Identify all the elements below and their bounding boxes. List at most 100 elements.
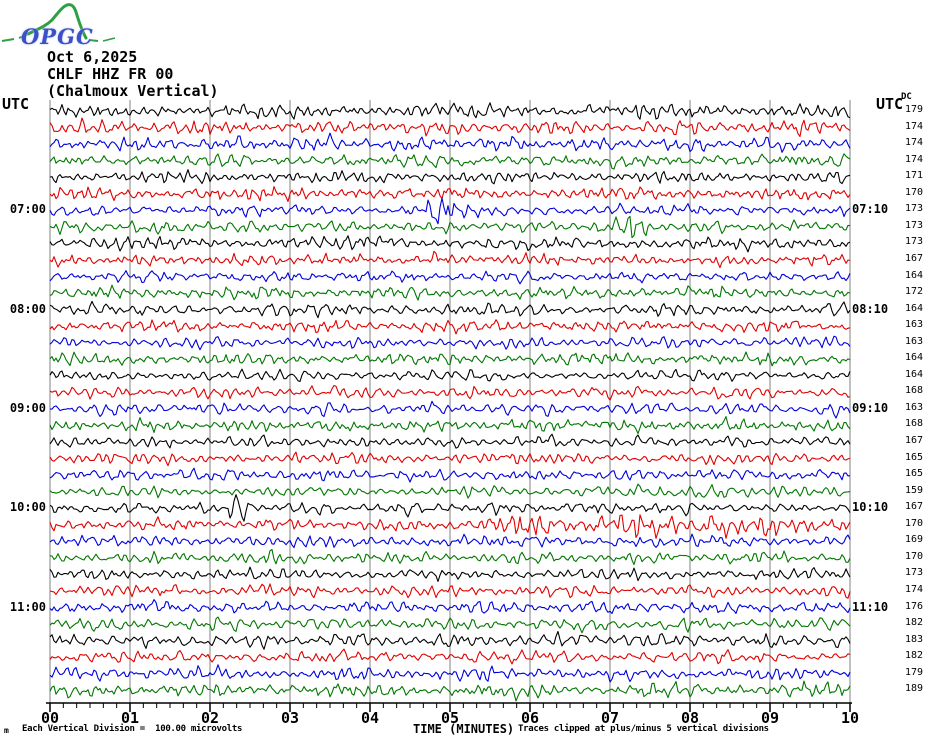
logo-curve-icon [1, 3, 116, 42]
dc-value: 163 [905, 335, 924, 347]
seismic-trace-07:30 [49, 250, 851, 269]
dc-value: 182 [905, 617, 924, 629]
dc-value: 173 [905, 236, 924, 248]
corner-glyph: m [4, 726, 9, 735]
dc-value: 167 [905, 252, 924, 264]
dc-value: 169 [905, 534, 924, 546]
x-tick-label: 07 [600, 709, 620, 727]
seismic-trace-07:00 [49, 197, 851, 225]
hour-label-left: 11:00 [9, 599, 46, 614]
dc-value: 189 [905, 683, 924, 695]
hour-label-right: 11:10 [852, 599, 889, 614]
seismic-trace-09:00 [50, 400, 851, 419]
clip-note: Traces clipped at plus/minus 5 vertical … [518, 724, 769, 734]
dc-value: 173 [905, 567, 924, 579]
dc-value: 174 [905, 583, 924, 595]
hour-label-right: 07:10 [852, 202, 889, 217]
header-station: CHLF HHZ FR 00 [47, 65, 174, 83]
dc-value: 182 [905, 650, 924, 662]
dc-value: 159 [905, 484, 924, 496]
dc-value: 179 [905, 666, 924, 678]
seismic-trace-11:30 [49, 648, 851, 665]
seismic-trace-08:30 [49, 351, 851, 367]
hour-label-right: 09:10 [852, 400, 889, 415]
hour-label-left: 07:00 [9, 202, 46, 217]
dc-value: 170 [905, 517, 924, 529]
x-tick-label: 10 [840, 709, 860, 727]
dc-value: 183 [905, 633, 924, 645]
header-date: Oct 6,2025 [47, 48, 138, 66]
x-tick-label: 03 [280, 709, 300, 727]
seismic-trace-08:20 [49, 335, 851, 351]
utc-label-left: UTC [2, 95, 30, 113]
dc-value: 172 [905, 286, 924, 298]
dc-value: 163 [905, 401, 924, 413]
x-axis-title: TIME (MINUTES) [413, 722, 515, 736]
seismic-trace-10:10 [49, 514, 851, 539]
dc-value: 163 [905, 319, 924, 331]
x-tick-label: 06 [520, 709, 540, 727]
hour-label-left: 10:00 [9, 500, 46, 515]
hour-label-right: 08:10 [852, 301, 889, 316]
seismic-trace-11:00 [49, 599, 851, 615]
dc-value: 164 [905, 352, 924, 364]
dc-header: DC [901, 92, 912, 102]
seismic-trace-08:00 [49, 300, 851, 319]
hour-label-left: 08:00 [9, 301, 46, 316]
dc-value: 179 [905, 104, 924, 115]
seismic-trace-07:20 [49, 235, 851, 253]
seismic-trace-10:50 [49, 583, 851, 599]
hour-label-right: 10:10 [852, 500, 889, 515]
seismic-trace-11:10 [49, 616, 851, 634]
x-tick-label: 04 [360, 709, 380, 727]
seismic-trace-07:10 [49, 215, 851, 239]
seismic-trace-08:40 [49, 368, 851, 383]
seismic-trace-06:10 [49, 117, 851, 138]
x-tick-label: 01 [120, 709, 140, 727]
x-tick-label: 00 [40, 709, 60, 727]
dc-value: 174 [905, 120, 924, 132]
seismic-trace-07:50 [49, 284, 851, 301]
dc-value: 165 [905, 468, 924, 480]
dc-value: 176 [905, 600, 924, 612]
seismic-trace-07:40 [49, 270, 851, 285]
dc-value: 164 [905, 269, 924, 281]
seismic-trace-09:40 [49, 467, 851, 483]
seismic-trace-11:50 [49, 680, 851, 702]
seismic-trace-08:50 [49, 384, 851, 401]
seismic-trace-08:10 [49, 319, 851, 335]
hour-label-left: 09:00 [9, 400, 46, 415]
seismic-trace-11:20 [49, 630, 851, 650]
seismic-trace-09:50 [49, 483, 851, 499]
seismic-trace-09:10 [49, 416, 851, 435]
x-tick-label: 09 [760, 709, 780, 727]
dc-value: 170 [905, 550, 924, 562]
dc-value: 173 [905, 219, 924, 231]
seismic-trace-10:30 [49, 548, 851, 566]
dc-value: 168 [905, 385, 924, 397]
x-tick-label: 08 [680, 709, 700, 727]
x-tick-label: 02 [200, 709, 220, 727]
seismic-trace-06:20 [49, 132, 851, 153]
seismic-trace-10:20 [49, 533, 851, 549]
dc-value: 170 [905, 186, 924, 198]
dc-value: 167 [905, 501, 924, 513]
opgc-logo: OPGC [0, 0, 130, 56]
seismic-trace-06:40 [49, 169, 851, 185]
seismic-trace-09:20 [49, 433, 851, 449]
seismic-trace-10:00 [49, 494, 851, 522]
dc-value: 171 [905, 170, 924, 182]
utc-label-right: UTC [876, 95, 904, 113]
dc-value: 164 [905, 368, 924, 380]
dc-value: 174 [905, 137, 924, 149]
seismic-trace-06:30 [49, 153, 851, 170]
x-tick-label: 05 [440, 709, 460, 727]
seismic-trace-10:40 [49, 566, 851, 582]
dc-value: 174 [905, 153, 924, 165]
dc-value: 165 [905, 451, 924, 463]
seismic-trace-06:00 [49, 102, 851, 120]
dc-value: 167 [905, 435, 924, 446]
seismic-trace-11:40 [49, 664, 851, 683]
